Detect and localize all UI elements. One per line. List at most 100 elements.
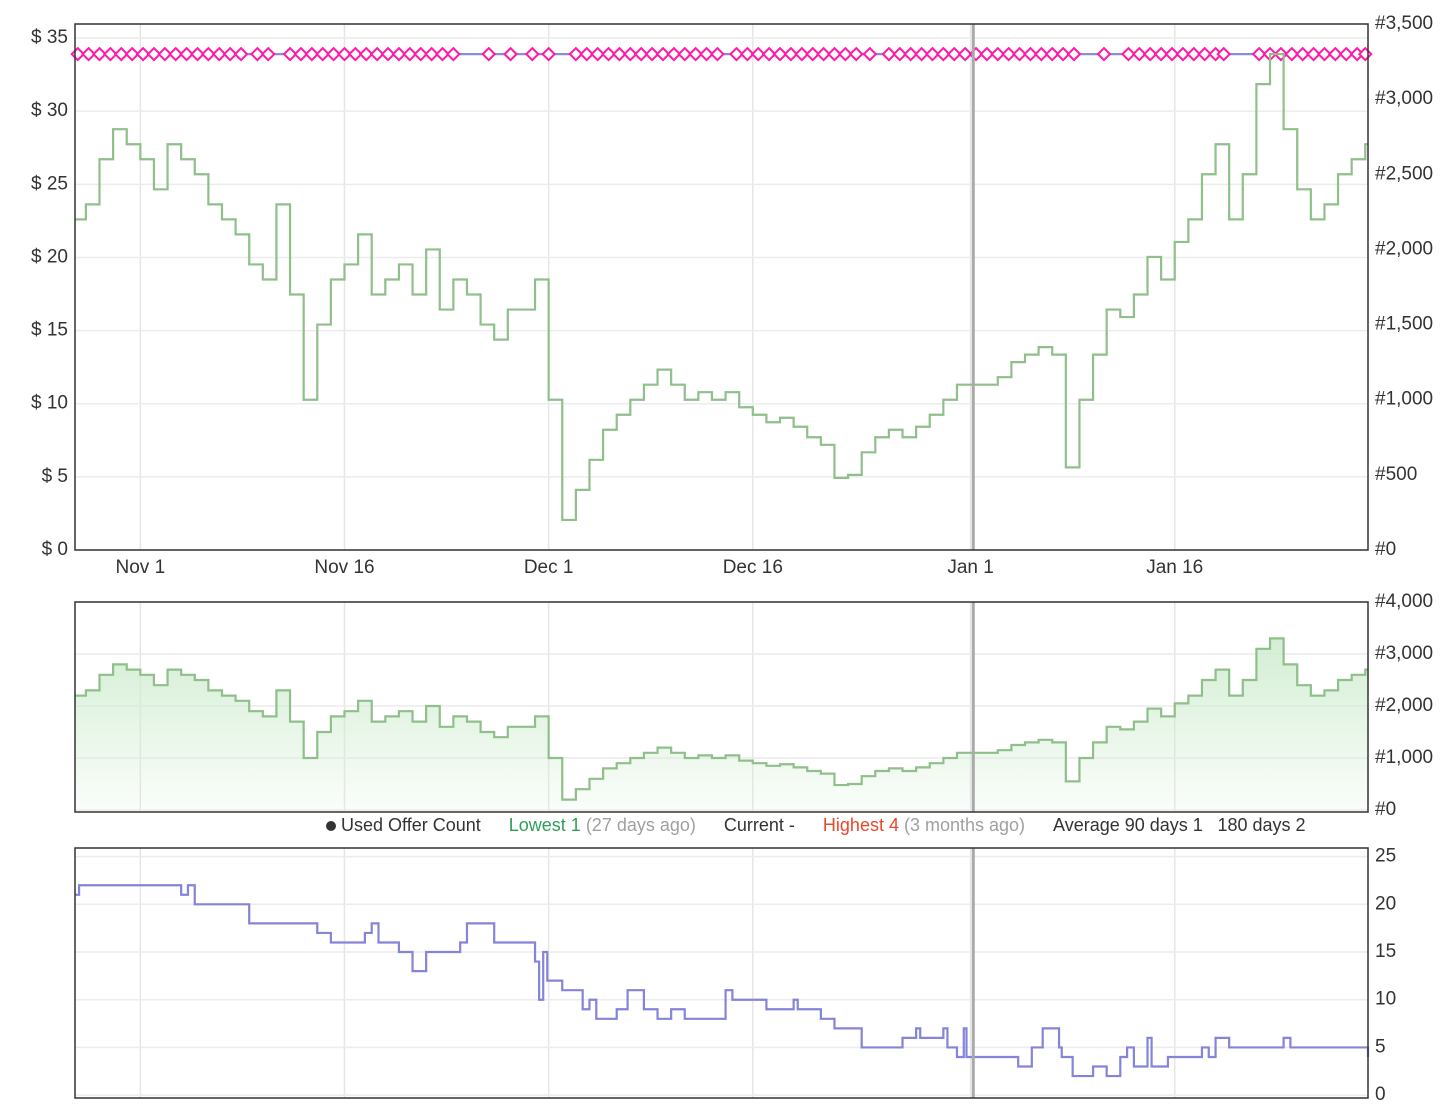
diamond-marker	[862, 46, 878, 62]
diamond-marker	[579, 46, 595, 62]
diamond-marker	[391, 46, 407, 62]
diamond-marker	[541, 46, 557, 62]
y-tick-label: $ 5	[42, 466, 68, 487]
legend-label: Lowest	[509, 815, 566, 835]
diamond-marker	[794, 46, 810, 62]
legend-value: 4	[889, 815, 899, 835]
x-tick-label: Jan 1	[947, 557, 993, 578]
series-line	[75, 884, 1370, 1078]
y-tick-label: 20	[1375, 893, 1396, 914]
diamond-marker	[699, 46, 714, 62]
area-fill	[75, 638, 1368, 810]
diamond-marker	[293, 46, 309, 62]
diamond-marker	[848, 46, 864, 62]
panel-frame	[74, 847, 1369, 1099]
y-tick-label: #1,000	[1375, 747, 1433, 768]
diamond-marker	[233, 46, 249, 62]
diamond-marker	[601, 46, 616, 62]
diamond-marker	[369, 46, 385, 62]
y-tick-label: #3,000	[1375, 643, 1433, 664]
diamond-marker	[179, 46, 195, 62]
diamond-marker	[979, 46, 995, 62]
diamond-marker	[1121, 46, 1136, 62]
diamond-marker	[413, 46, 429, 62]
diamond-marker	[1186, 46, 1202, 62]
diamond-marker	[925, 46, 940, 62]
diamond-marker	[1153, 46, 1169, 62]
y-tick-label: 10	[1375, 989, 1396, 1010]
diamond-marker	[1251, 46, 1267, 62]
diamond-marker	[1001, 46, 1017, 62]
diamond-marker	[1197, 46, 1213, 62]
y-tick-label: 5	[1375, 1036, 1386, 1057]
y-tick-label: $ 10	[31, 393, 68, 414]
series-line	[75, 637, 1368, 801]
diamond-marker	[568, 46, 584, 62]
diamond-marker	[347, 46, 363, 62]
diamond-marker	[1055, 46, 1071, 62]
diamond-marker	[503, 46, 518, 62]
y2-tick-label: #500	[1375, 464, 1417, 485]
diamond-marker	[622, 46, 638, 62]
diamond-marker	[612, 46, 627, 62]
diamond-marker	[783, 46, 799, 62]
diamond-marker	[1096, 46, 1112, 62]
diamond-marker	[772, 46, 788, 62]
diamond-marker	[445, 46, 461, 62]
legend-value: 1	[571, 815, 581, 835]
y-tick-label: $ 30	[31, 100, 68, 121]
legend-series-name: Used Offer Count	[341, 815, 481, 835]
legend: Used Offer Count Lowest 1 (27 days ago) Curr…	[341, 815, 1306, 835]
diamond-marker	[304, 46, 320, 62]
diamond-marker	[102, 46, 118, 62]
diamond-marker	[1338, 46, 1354, 62]
diamond-marker	[590, 46, 606, 62]
diamond-marker	[222, 46, 238, 62]
y-tick-label: $ 25	[31, 173, 68, 194]
diamond-marker	[157, 46, 173, 62]
y-tick-label: $ 20	[31, 246, 68, 267]
diamond-marker	[903, 46, 919, 62]
diamond-marker	[424, 46, 440, 62]
y2-tick-label: #2,000	[1375, 238, 1433, 259]
diamond-marker	[739, 46, 755, 62]
x-tick-label: Nov 16	[314, 557, 374, 578]
diamond-marker	[914, 46, 929, 62]
diamond-marker	[990, 46, 1006, 62]
diamond-marker	[1295, 46, 1311, 62]
diamond-marker	[688, 46, 704, 62]
y2-tick-label: #1,000	[1375, 389, 1433, 410]
diamond-marker	[633, 46, 649, 62]
y-tick-label: 15	[1375, 941, 1396, 962]
y-tick-label: #0	[1375, 799, 1396, 820]
diamond-marker	[1131, 46, 1147, 62]
legend-label: 180 days	[1217, 815, 1290, 835]
diamond-marker	[1357, 46, 1373, 62]
diamond-marker	[81, 46, 97, 62]
x-tick-label: Dec 16	[723, 557, 783, 578]
legend-note: (3 months ago)	[904, 815, 1025, 835]
diamond-marker	[435, 46, 450, 62]
diamond-marker	[935, 46, 951, 62]
y2-tick-label: #2,500	[1375, 163, 1433, 184]
diamond-marker	[1164, 46, 1180, 62]
diamond-marker	[892, 46, 908, 62]
diamond-marker	[92, 46, 107, 62]
legend-value: 2	[1296, 815, 1306, 835]
diamond-marker	[710, 46, 725, 62]
y2-tick-label: #0	[1375, 539, 1396, 560]
diamond-marker	[113, 46, 129, 62]
diamond-marker	[358, 46, 374, 62]
diamond-marker	[260, 46, 276, 62]
diamond-marker	[1327, 46, 1343, 62]
x-tick-label: Dec 1	[524, 557, 574, 578]
diamond-marker	[655, 46, 671, 62]
diamond-marker	[946, 46, 962, 62]
legend-label: Current	[724, 815, 784, 835]
legend-value: 1	[1193, 815, 1203, 835]
diamond-marker	[1033, 46, 1049, 62]
diamond-marker	[146, 46, 162, 62]
diamond-marker	[190, 46, 205, 62]
diamond-marker	[1175, 46, 1191, 62]
